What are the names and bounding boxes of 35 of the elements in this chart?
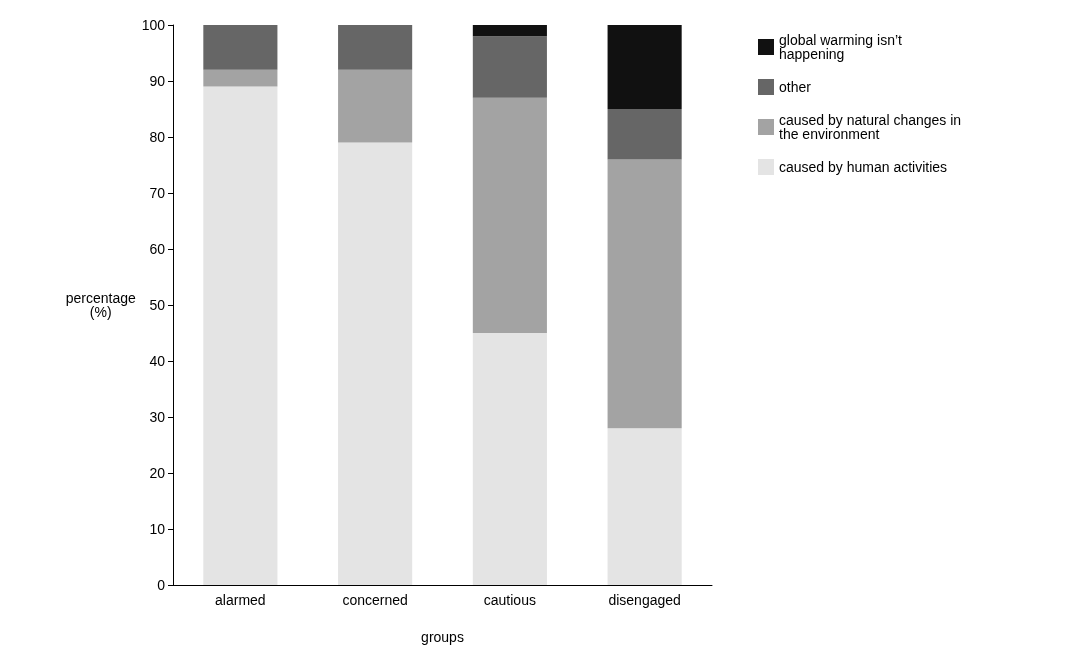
- legend-label: caused by human activities: [779, 159, 948, 175]
- bar: [338, 25, 413, 70]
- x-axis-title: groups: [421, 629, 464, 645]
- y-tick-label: 60: [149, 241, 166, 257]
- legend-label: global warming isn’t happening: [779, 32, 906, 62]
- y-tick-label: 0: [157, 577, 166, 593]
- bar: [203, 69, 278, 87]
- x-tick-label: cautious: [483, 592, 536, 608]
- y-tick-label: 30: [149, 409, 166, 425]
- y-tick-label: 40: [149, 353, 166, 369]
- bar: [338, 69, 413, 143]
- x-tick-label: alarmed: [215, 592, 266, 608]
- bar: [203, 86, 278, 585]
- y-tick-label: 80: [149, 129, 166, 145]
- bar: [607, 109, 682, 160]
- legend-label: other: [779, 79, 812, 95]
- y-axis-title: percentage (%): [65, 290, 136, 320]
- bar: [203, 25, 278, 70]
- bar: [472, 97, 547, 333]
- bar: [472, 36, 547, 98]
- y-tick-label: 20: [149, 465, 166, 481]
- y-tick-label: 90: [149, 73, 166, 89]
- legend-label: caused by natural changes in the environment: [779, 112, 966, 142]
- y-tick-label: 100: [141, 17, 166, 33]
- y-tick-label: 10: [149, 521, 166, 537]
- bar: [607, 159, 682, 429]
- bar: [607, 25, 682, 109]
- bar: [607, 428, 682, 585]
- bar: [472, 25, 547, 37]
- y-tick-label: 50: [149, 297, 166, 313]
- bar: [472, 333, 547, 585]
- bar: [338, 142, 413, 585]
- y-tick-label: 70: [149, 185, 166, 201]
- x-tick-label: concerned: [342, 592, 408, 608]
- x-tick-label: disengaged: [608, 592, 681, 608]
